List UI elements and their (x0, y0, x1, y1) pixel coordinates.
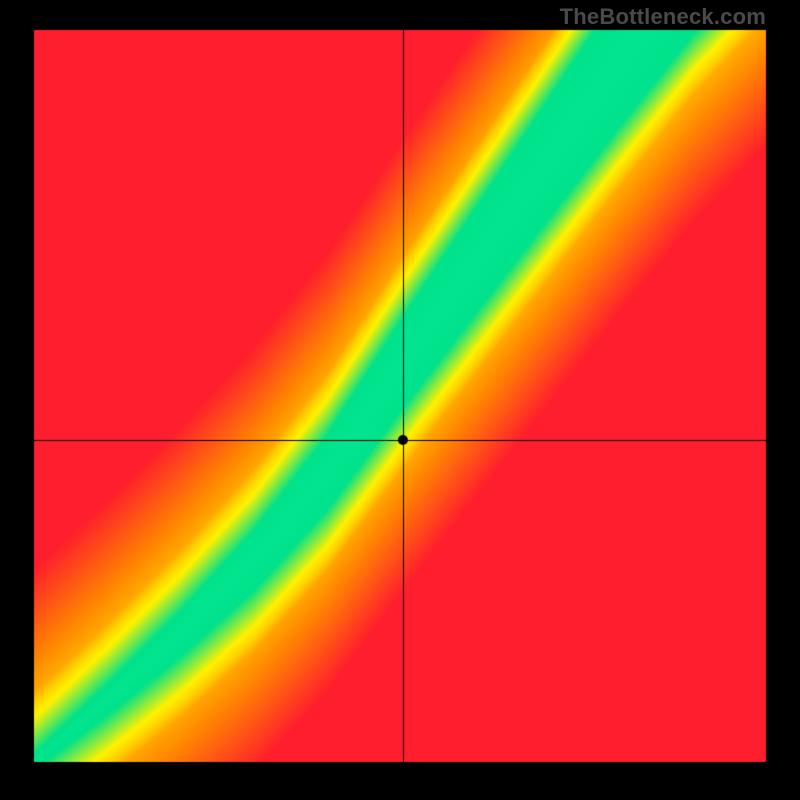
watermark-text: TheBottleneck.com (560, 4, 766, 30)
bottleneck-heatmap (0, 0, 800, 800)
chart-container: TheBottleneck.com (0, 0, 800, 800)
